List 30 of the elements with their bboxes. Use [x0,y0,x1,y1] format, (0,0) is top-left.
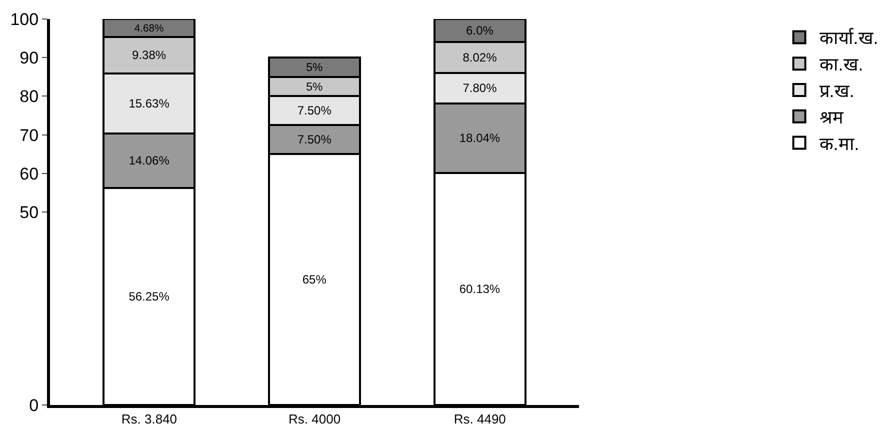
data-label: 7.50% [297,132,332,147]
y-tick-label: 50 [20,202,39,222]
data-label: 5% [306,81,323,94]
data-label: 5% [306,62,323,74]
x-tick-label: Rs. 4000 [288,412,341,427]
data-label: 56.25% [128,289,170,304]
legend-label: का.ख. [819,54,864,75]
y-tick-label: 0 [29,396,39,415]
legend-label: कार्या.ख. [819,27,878,48]
data-label: 15.63% [128,96,170,110]
data-label: 4.68% [134,23,164,34]
data-label: 18.04% [459,131,500,146]
legend-label: श्रम [819,107,844,128]
y-tick-label: 60 [20,164,39,184]
data-label: 6.0% [466,24,494,38]
y-tick-label: 100 [10,10,39,29]
data-label: 7.50% [297,104,332,118]
x-tick-label: Rs. 3.840 [121,412,178,427]
data-label: 9.38% [132,48,166,62]
data-label: 8.02% [462,50,498,65]
legend-label: क.मा. [819,134,860,154]
y-tick-label: 70 [20,126,39,145]
x-tick-label: Rs. 4490 [454,412,506,427]
data-label: 7.80% [462,81,498,96]
y-tick-label: 80 [20,87,39,106]
legend-label: प्र.ख. [819,81,854,102]
data-label: 14.06% [128,154,170,168]
data-label: 60.13% [459,282,500,296]
y-tick-label: 90 [20,48,39,68]
data-label: 65% [302,272,327,287]
